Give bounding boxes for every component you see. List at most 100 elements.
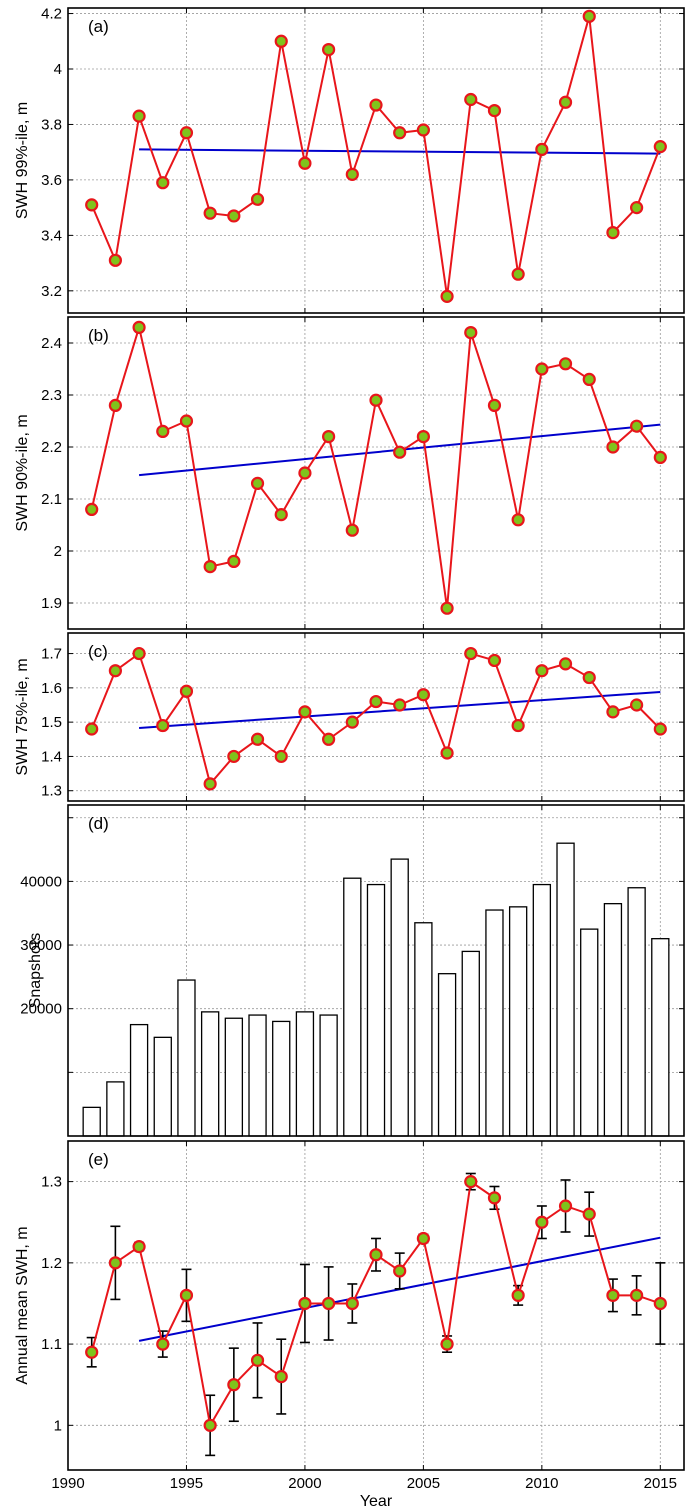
data-point-1995 bbox=[179, 126, 194, 140]
data-point-2004 bbox=[393, 698, 407, 712]
data-point-2000 bbox=[298, 466, 312, 480]
data-point-2000 bbox=[298, 1296, 312, 1311]
bar-2003 bbox=[366, 883, 386, 1137]
data-point-2002 bbox=[345, 167, 359, 181]
data-point-2005 bbox=[416, 123, 430, 137]
x-tick-label: 1995 bbox=[170, 1475, 203, 1492]
data-point-2014 bbox=[630, 1288, 644, 1302]
data-point-2005 bbox=[416, 430, 430, 444]
y-tick-label: 1.6 bbox=[41, 680, 62, 697]
data-point-2000 bbox=[298, 156, 312, 170]
data-point-1993 bbox=[132, 109, 146, 123]
bar-2000 bbox=[295, 1011, 315, 1137]
bar-1998 bbox=[248, 1014, 267, 1137]
data-point-1993 bbox=[132, 320, 146, 334]
bar-1992 bbox=[106, 1081, 125, 1137]
data-point-2011 bbox=[558, 357, 573, 371]
panel-d: 20000 30000 40000 Snapshots (d) bbox=[20, 804, 685, 1137]
data-point-1998 bbox=[250, 192, 265, 206]
data-point-2005 bbox=[416, 1231, 430, 1246]
data-point-2002 bbox=[345, 523, 359, 537]
y-tick-label: 4.2 bbox=[41, 6, 62, 23]
y-tick-label: 2.4 bbox=[41, 335, 62, 352]
bar-1997 bbox=[224, 1017, 244, 1137]
data-point-2005 bbox=[416, 688, 430, 702]
bar-2004 bbox=[390, 858, 409, 1137]
data-point-2011 bbox=[558, 1199, 573, 1213]
panel-label: (b) bbox=[88, 326, 109, 345]
bar-1995 bbox=[177, 979, 196, 1137]
panel-e: 1 1.1 1.2 1.3 Annual mean SWH, m (e) bbox=[14, 1140, 685, 1471]
bar-2014 bbox=[627, 887, 646, 1137]
x-axis-label: Year bbox=[360, 1493, 393, 1509]
y-tick-label: 1.7 bbox=[41, 646, 62, 663]
y-tick-label: 1 bbox=[54, 1417, 62, 1434]
bar-2007 bbox=[461, 950, 480, 1137]
y-tick-label: 3.2 bbox=[41, 283, 62, 300]
data-point-1994 bbox=[156, 718, 170, 733]
bar-1991 bbox=[82, 1106, 101, 1137]
data-point-1999 bbox=[274, 749, 288, 764]
y-tick-label: 20000 bbox=[20, 1001, 62, 1018]
series-line bbox=[90, 651, 662, 786]
bar-1999 bbox=[272, 1020, 291, 1137]
data-point-2013 bbox=[606, 440, 620, 454]
y-tick-label: 2.3 bbox=[41, 387, 62, 404]
data-point-2007 bbox=[464, 92, 478, 107]
x-tick-label: 2005 bbox=[407, 1475, 440, 1492]
bar-2011 bbox=[556, 842, 575, 1137]
data-point-1996 bbox=[203, 559, 217, 574]
data-point-2001 bbox=[322, 732, 336, 746]
data-point-2003 bbox=[369, 1248, 383, 1262]
data-point-2010 bbox=[535, 1215, 549, 1229]
y-tick-label: 2.1 bbox=[41, 491, 62, 508]
trend-line bbox=[139, 148, 661, 155]
data-point-1998 bbox=[250, 732, 265, 746]
y-tick-label: 1.3 bbox=[41, 783, 62, 800]
plot-frame bbox=[67, 7, 685, 314]
data-point-2008 bbox=[487, 653, 502, 668]
y-tick-label: 1.3 bbox=[41, 1174, 62, 1191]
bar-1993 bbox=[129, 1023, 149, 1137]
data-point-1999 bbox=[274, 507, 288, 522]
y-tick-label: 40000 bbox=[20, 873, 62, 890]
data-point-1994 bbox=[156, 176, 170, 190]
plot-frame bbox=[67, 316, 685, 630]
data-point-2013 bbox=[606, 705, 620, 719]
data-point-2014 bbox=[630, 419, 644, 433]
data-point-1997 bbox=[227, 209, 241, 223]
data-point-2014 bbox=[630, 201, 644, 215]
data-point-2006 bbox=[440, 1337, 454, 1351]
panel-c: 1.3 1.4 1.5 1.6 1.7 SWH 75%-ile, m (c) bbox=[14, 632, 685, 802]
data-point-2002 bbox=[345, 715, 359, 729]
y-tick-label: 4 bbox=[54, 61, 62, 78]
data-point-2012 bbox=[582, 9, 596, 23]
data-point-2007 bbox=[464, 646, 478, 661]
bar-2009 bbox=[508, 906, 528, 1137]
data-point-2009 bbox=[511, 267, 525, 281]
data-point-2001 bbox=[322, 42, 336, 57]
data-point-2015 bbox=[653, 722, 667, 736]
data-point-1995 bbox=[179, 414, 194, 428]
bar-2002 bbox=[343, 877, 362, 1137]
data-point-2008 bbox=[487, 1191, 502, 1205]
data-point-2009 bbox=[511, 718, 525, 733]
data-point-2006 bbox=[440, 289, 454, 303]
y-tick-label: 30000 bbox=[20, 937, 62, 954]
data-point-2004 bbox=[393, 126, 407, 140]
data-point-2012 bbox=[582, 1207, 596, 1221]
y-tick-label: 1.4 bbox=[41, 748, 62, 765]
data-point-2012 bbox=[582, 670, 596, 685]
data-point-1991 bbox=[85, 722, 99, 736]
y-tick-label: 3.8 bbox=[41, 116, 62, 133]
data-point-2014 bbox=[630, 698, 644, 712]
x-tick-label: 2010 bbox=[525, 1475, 558, 1492]
bar-2010 bbox=[532, 883, 552, 1137]
data-point-2012 bbox=[582, 372, 596, 386]
panel-label: (c) bbox=[88, 642, 108, 661]
data-point-1994 bbox=[156, 1337, 170, 1351]
data-point-1991 bbox=[85, 502, 99, 516]
bar-2015 bbox=[651, 938, 670, 1137]
data-point-1991 bbox=[85, 1345, 99, 1359]
y-axis-label: Snapshots bbox=[27, 933, 44, 1009]
